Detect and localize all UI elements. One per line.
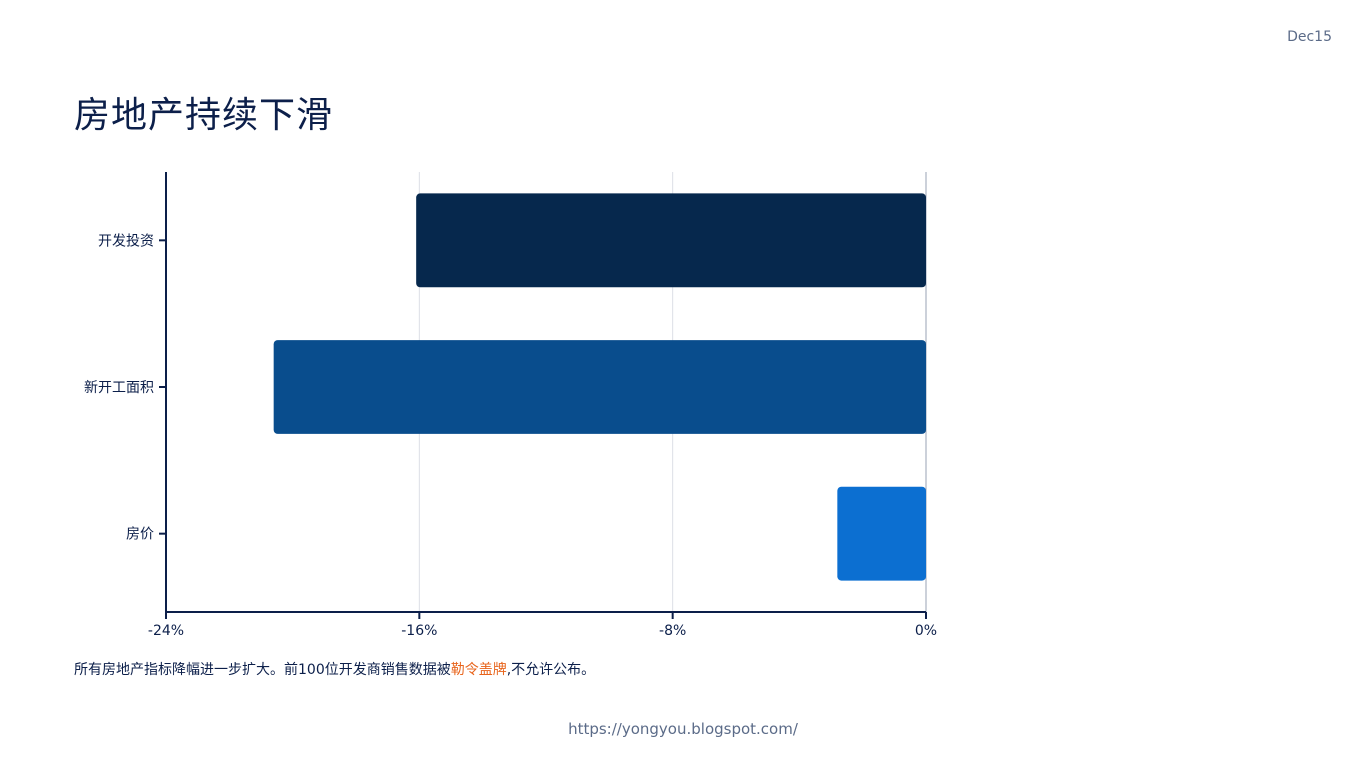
page-title: 房地产持续下滑	[74, 95, 334, 136]
x-tick-label: -16%	[401, 623, 437, 639]
bar-2	[273, 340, 927, 434]
caption-highlight: 勒令盖牌	[450, 662, 507, 678]
x-tick-label: -24%	[148, 623, 184, 639]
bar-3	[837, 486, 926, 581]
bar-1	[416, 193, 926, 288]
caption-text-end: ,不允许公布。	[506, 662, 596, 678]
y-tick-label: 开发投资	[98, 233, 154, 249]
caption-text: 所有房地产指标降幅进一步扩大。前100位开发商销售数据被	[74, 662, 451, 678]
x-tick-label: 0%	[915, 623, 937, 639]
x-tick-label: -8%	[659, 623, 686, 639]
footer-url[interactable]: https://yongyou.blogspot.com/	[568, 720, 798, 738]
y-tick-label: 新开工面积	[84, 380, 154, 396]
y-tick-label: 房价	[126, 527, 154, 543]
chart-caption: 所有房地产指标降幅进一步扩大。前100位开发商销售数据被勒令盖牌,不允许公布。	[74, 659, 595, 679]
date-label: Dec15	[1287, 29, 1332, 45]
